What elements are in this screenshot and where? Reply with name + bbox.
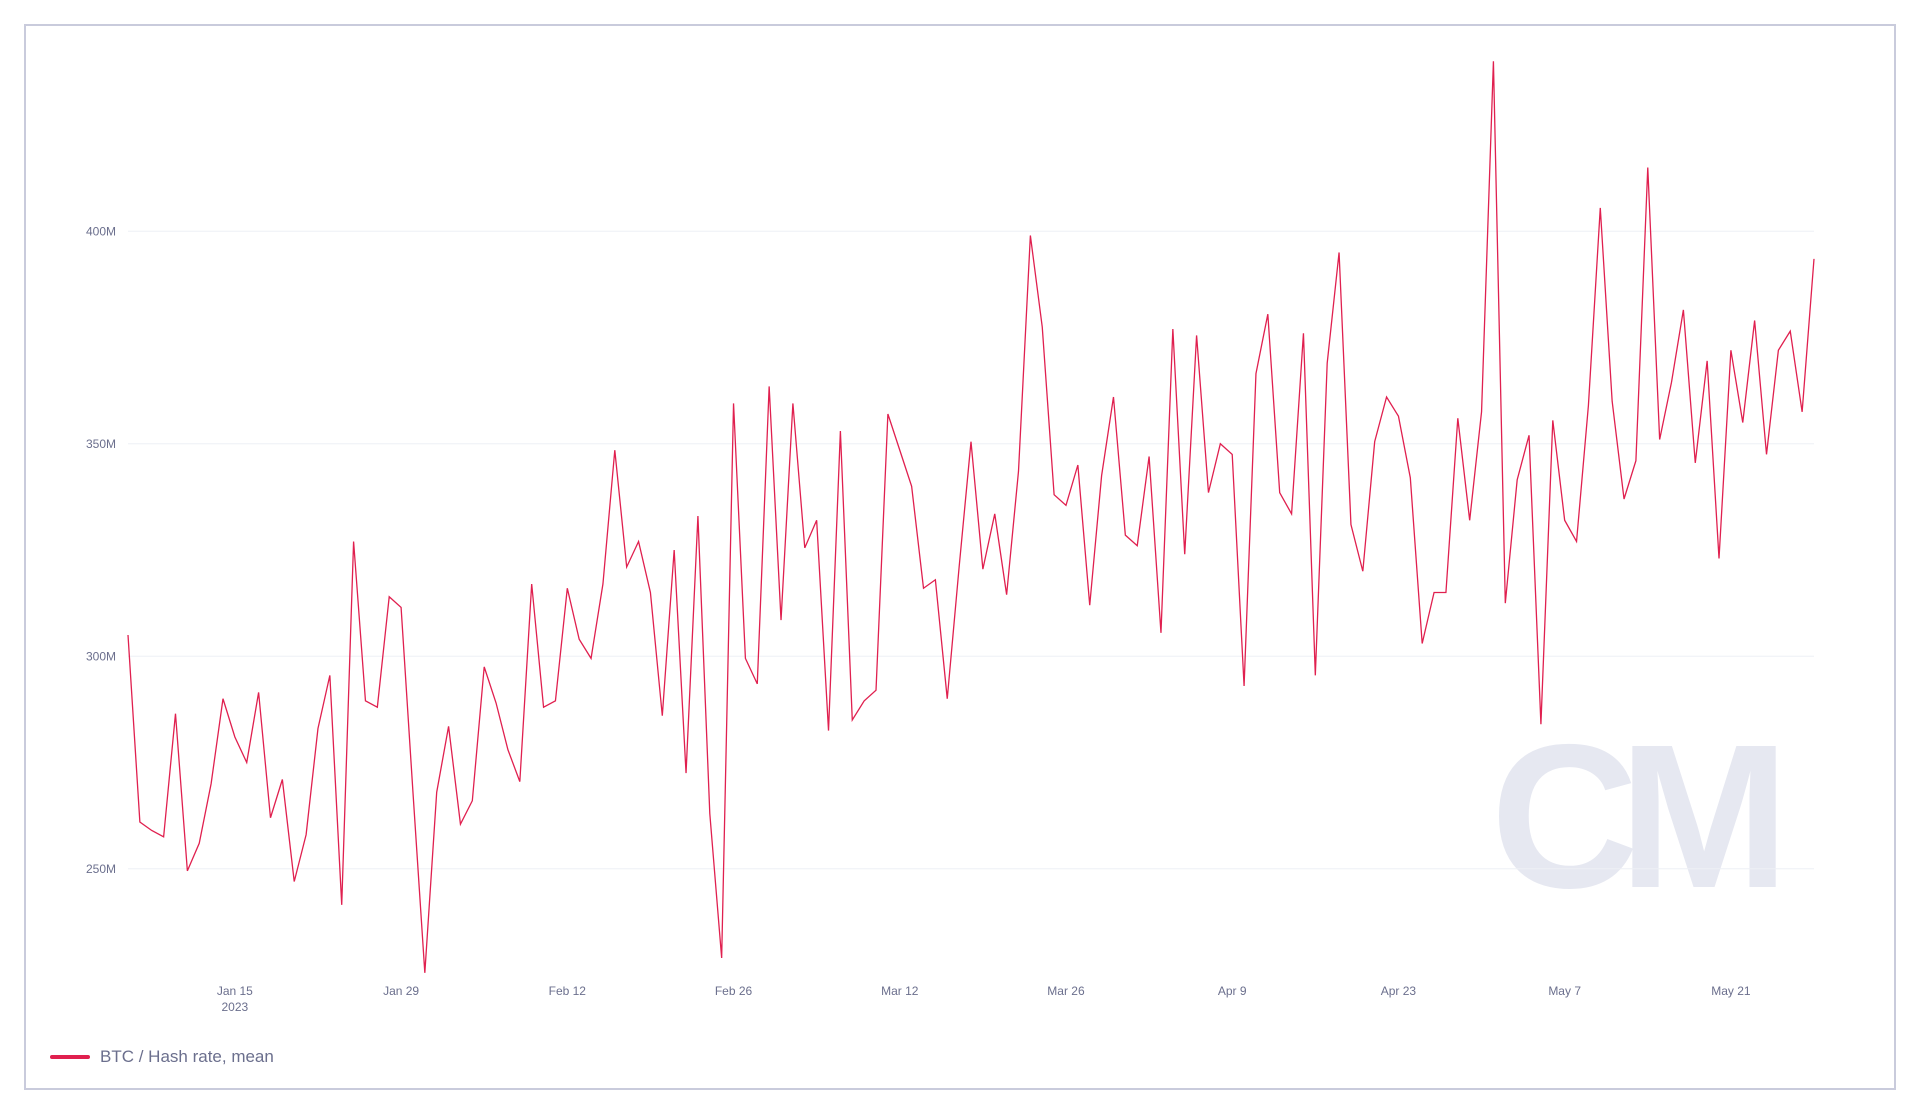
y-axis: 250M 300M 350M 400M — [86, 224, 116, 876]
y-tick-label: 400M — [86, 224, 116, 238]
x-tick-label: Jan 15 — [217, 984, 253, 998]
x-tick-label: Feb 12 — [549, 984, 587, 998]
legend-swatch — [50, 1055, 90, 1059]
series-group — [127, 61, 1815, 973]
x-tick-label: Mar 26 — [1047, 984, 1085, 998]
watermark-text: CM — [1491, 702, 1777, 931]
x-tick-sublabel: 2023 — [222, 1000, 249, 1014]
x-tick-label: Apr 23 — [1381, 984, 1417, 998]
x-tick-label: May 7 — [1548, 984, 1581, 998]
x-tick-label: Jan 29 — [383, 984, 419, 998]
y-tick-label: 350M — [86, 437, 116, 451]
x-axis: Jan 15 2023 Jan 29 Feb 12 Feb 26 Mar 12 Mar 26… — [217, 984, 1751, 1014]
x-tick-label: May 21 — [1711, 984, 1751, 998]
y-tick-label: 300M — [86, 649, 116, 663]
y-tick-label: 250M — [86, 862, 116, 876]
x-tick-label: Feb 26 — [715, 984, 753, 998]
series-line-0[interactable] — [127, 61, 1815, 973]
legend[interactable]: BTC / Hash rate, mean — [50, 1045, 274, 1069]
x-tick-label: Mar 12 — [881, 984, 919, 998]
watermark-logo: CM — [1491, 702, 1797, 931]
x-tick-label: Apr 9 — [1218, 984, 1247, 998]
legend-label: BTC / Hash rate, mean — [100, 1047, 274, 1066]
